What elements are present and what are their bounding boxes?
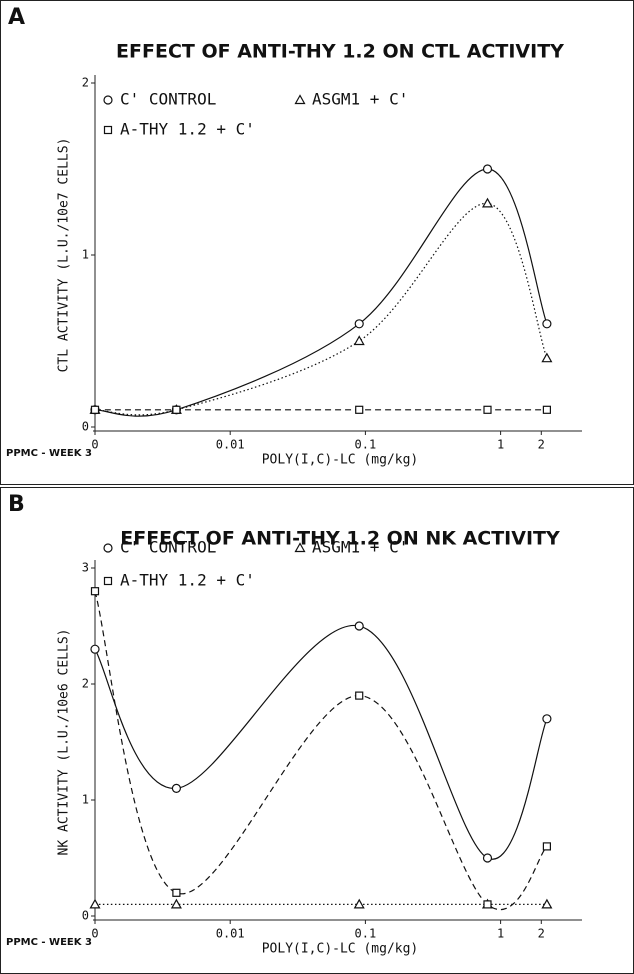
legend-item: A-THY 1.2 + C' [103, 571, 255, 590]
y-tick-label: 1 [82, 248, 89, 262]
panel: A EFFECT OF ANTI-THY 1.2 ON CTL ACTIVITY 0… [0, 0, 634, 485]
marker-circle [482, 853, 493, 863]
chart-title: EFFECT OF ANTI-THY 1.2 ON NK ACTIVITY [120, 528, 560, 550]
marker-triangle [481, 197, 494, 208]
legend-label: C' CONTROL [120, 90, 216, 109]
footnote: PPMC - WEEK 3 [6, 937, 92, 948]
x-tick-label: 0.01 [216, 438, 245, 452]
x-tick-label: 1 [497, 438, 504, 452]
marker-circle [90, 644, 100, 654]
legend-item: A-THY 1.2 + C' [103, 120, 255, 139]
panel: B EFFECT OF ANTI-THY 1.2 ON NK ACTIVITY 0 1… [0, 487, 634, 974]
legend-item: ASGM1 + C' [294, 538, 408, 557]
legend-label: ASGM1 + C' [312, 538, 408, 557]
marker-circle [103, 95, 113, 105]
panel-label: A [8, 5, 25, 30]
marker-triangle [541, 898, 553, 909]
marker-triangle [89, 898, 101, 909]
marker-triangle [170, 898, 182, 909]
y-tick-label: 2 [82, 76, 89, 90]
marker-circle [171, 783, 181, 793]
y-tick-label: 0 [82, 420, 89, 434]
y-tick-label: 2 [82, 677, 89, 691]
legend-item: C' CONTROL [103, 90, 216, 109]
marker-triangle [294, 94, 306, 105]
marker-square [542, 842, 551, 851]
marker-circle [482, 164, 493, 174]
x-tick-label: 0 [91, 927, 98, 941]
legend-label: A-THY 1.2 + C' [120, 571, 255, 590]
marker-circle [542, 714, 552, 724]
marker-square [172, 888, 181, 897]
x-tick-label: 0.1 [355, 438, 377, 452]
marker-triangle [294, 542, 306, 553]
y-axis-label: CTL ACTIVITY (L.U./10e7 CELLS) [57, 138, 72, 373]
marker-square [355, 691, 364, 700]
legend-label: A-THY 1.2 + C' [120, 120, 255, 139]
legend-item: C' CONTROL [103, 538, 216, 557]
marker-square [90, 587, 100, 596]
marker-square [103, 576, 113, 586]
legend-label: C' CONTROL [120, 538, 216, 557]
y-tick-label: 0 [82, 909, 89, 923]
marker-square [483, 900, 492, 909]
x-tick-label: 2 [538, 927, 545, 941]
legend-label: ASGM1 + C' [312, 90, 408, 109]
marker-triangle [353, 898, 365, 909]
x-axis-label: POLY(I,C)-LC (mg/kg) [262, 453, 419, 468]
marker-square [90, 405, 100, 414]
marker-triangle [353, 335, 365, 346]
x-tick-label: 0.1 [355, 927, 377, 941]
marker-circle [354, 621, 364, 631]
series-line [94, 625, 548, 860]
marker-square [483, 405, 492, 414]
marker-square [172, 405, 181, 414]
series-line [94, 168, 548, 417]
chart-title: EFFECT OF ANTI-THY 1.2 ON CTL ACTIVITY [116, 41, 564, 63]
x-tick-label: 0.01 [216, 927, 245, 941]
marker-square [355, 405, 364, 414]
panel-label: B [8, 492, 25, 517]
series-line [94, 591, 548, 911]
series-line [94, 202, 548, 416]
marker-square [103, 125, 113, 135]
legend-item: ASGM1 + C' [294, 90, 408, 109]
y-axis-label: NK ACTIVITY (L.U./10e6 CELLS) [57, 629, 72, 856]
x-tick-label: 1 [497, 927, 504, 941]
marker-square [542, 405, 551, 414]
x-tick-label: 2 [538, 438, 545, 452]
x-axis-label: POLY(I,C)-LC (mg/kg) [262, 942, 419, 957]
y-tick-label: 3 [82, 561, 89, 575]
marker-triangle [541, 352, 553, 363]
x-tick-label: 0 [91, 438, 98, 452]
marker-circle [103, 543, 113, 553]
marker-circle [542, 319, 552, 329]
y-tick-label: 1 [82, 793, 89, 807]
footnote: PPMC - WEEK 3 [6, 448, 92, 459]
marker-circle [354, 319, 364, 329]
